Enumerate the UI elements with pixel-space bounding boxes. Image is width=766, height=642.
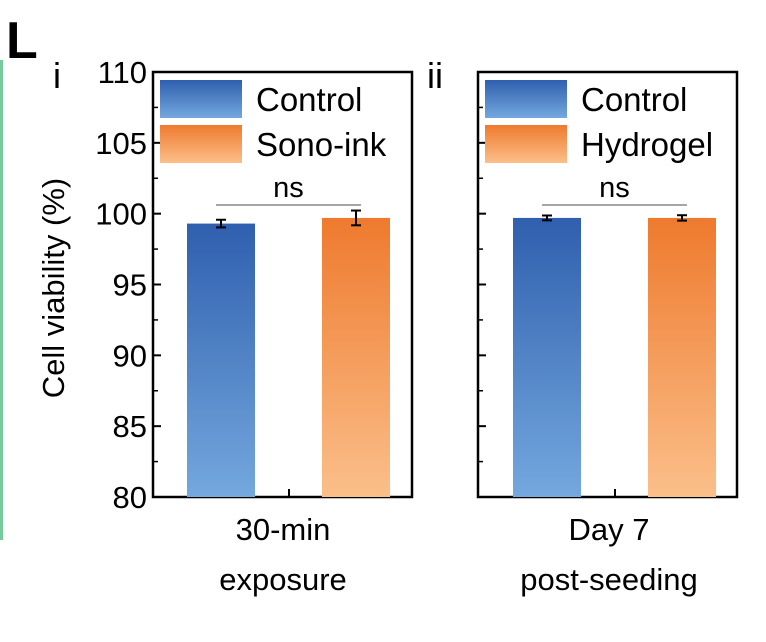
- legend-label: Control: [581, 81, 687, 118]
- x-category-label: post-seeding: [520, 562, 698, 597]
- x-category-label: Day 7: [569, 512, 650, 547]
- legend-swatch-treatment: [160, 125, 242, 163]
- y-tick-label: 90: [113, 338, 147, 373]
- legend-label: Control: [256, 81, 362, 118]
- bar-control: [187, 223, 255, 498]
- y-tick-label: 85: [113, 409, 147, 444]
- left-edge-accent: [0, 60, 3, 540]
- legend-label: Sono-ink: [256, 126, 387, 163]
- y-tick-label: 80: [113, 480, 147, 515]
- bar-treatment: [648, 217, 716, 497]
- panel-letter: L: [6, 12, 38, 70]
- legend-swatch-control: [160, 80, 242, 118]
- x-category-label: 30-min: [236, 512, 331, 547]
- legend-swatch-treatment: [485, 125, 567, 163]
- y-tick-label: 100: [95, 197, 147, 232]
- legend-swatch-control: [485, 80, 567, 118]
- y-tick-label: 110: [98, 55, 147, 90]
- significance-label: ns: [273, 172, 304, 204]
- bar-treatment: [322, 217, 390, 497]
- y-tick-label: 95: [113, 268, 147, 303]
- panel-sublabel: i: [53, 55, 61, 96]
- panel-i: i 80 85 90 95 100 105 110 ns Control Sono-ink 30-mi…: [53, 55, 414, 597]
- y-axis-title: Cell viability (%): [36, 178, 71, 398]
- x-category-label: exposure: [219, 562, 347, 597]
- y-tick-label: 105: [95, 126, 147, 161]
- bar-control: [513, 217, 581, 497]
- panel-ii: ii ns Control Hydrogel Day 7 post-seeding: [427, 55, 739, 597]
- significance-label: ns: [599, 172, 630, 204]
- legend-label: Hydrogel: [581, 126, 713, 163]
- panel-sublabel: ii: [427, 55, 443, 96]
